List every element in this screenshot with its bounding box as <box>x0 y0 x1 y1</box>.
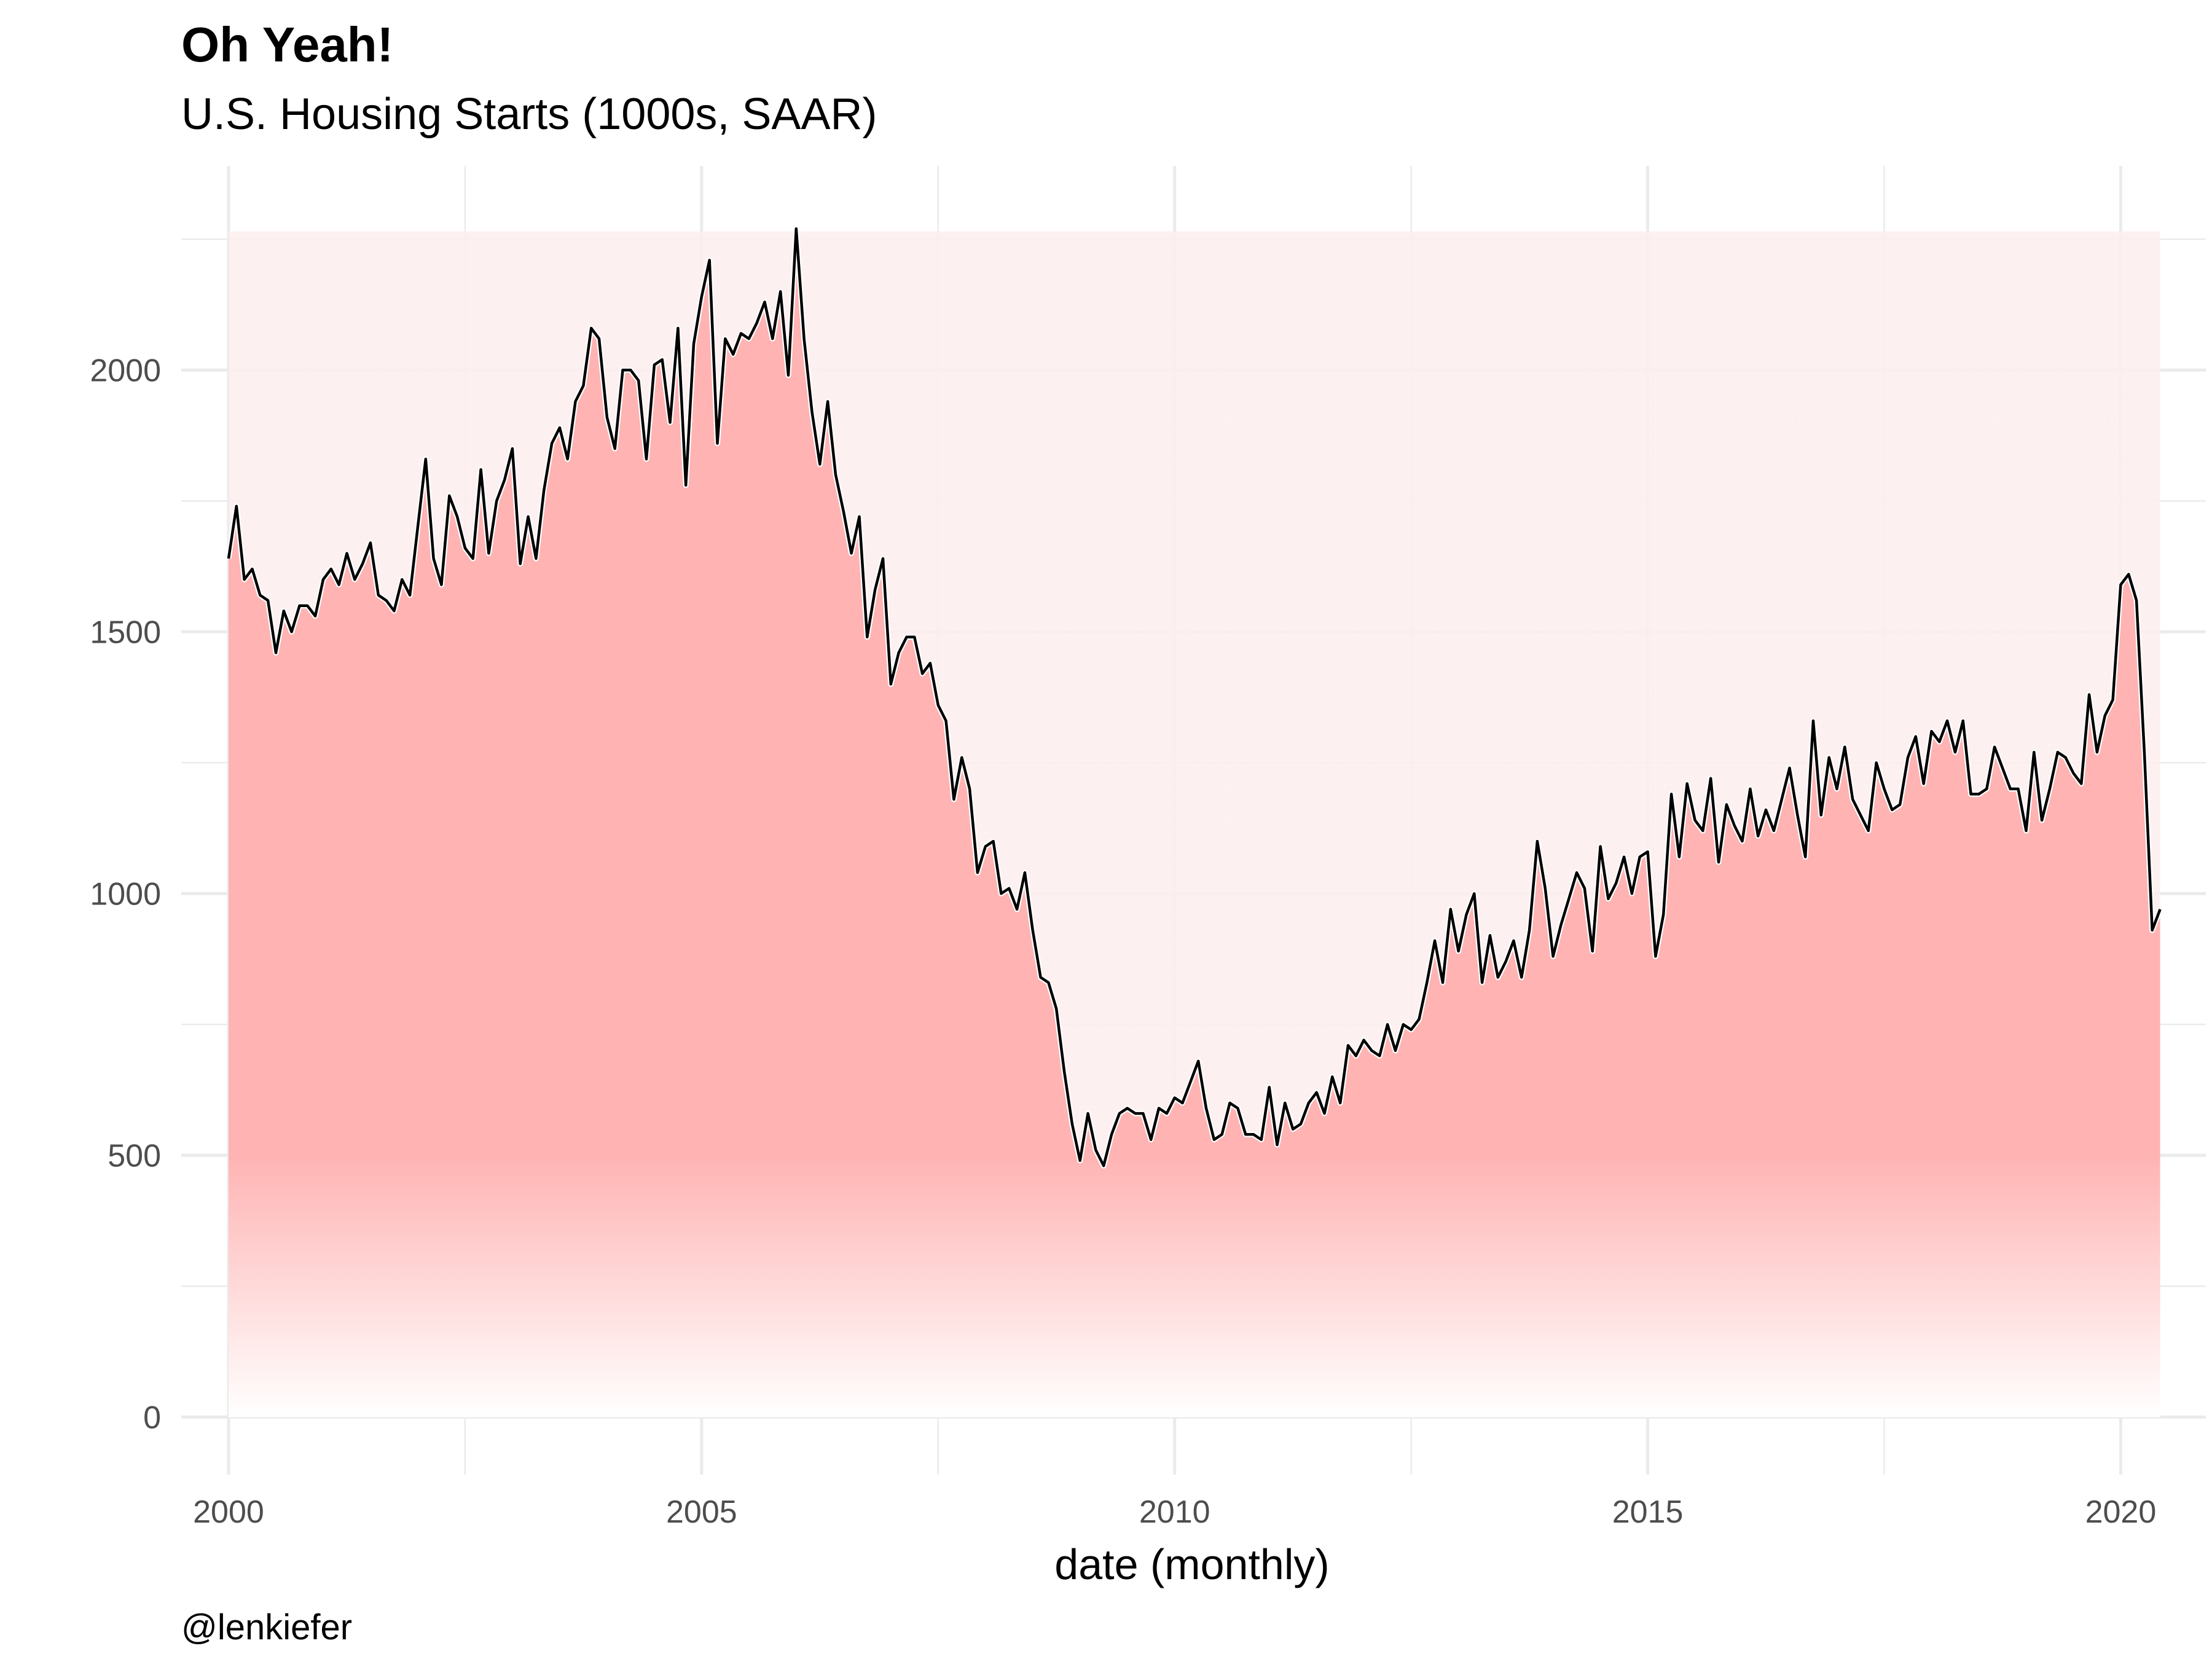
y-tick-label: 500 <box>108 1138 161 1174</box>
housing-starts-line <box>227 227 2162 1167</box>
y-tick-label: 1500 <box>90 614 161 650</box>
x-tick-label: 2000 <box>193 1494 264 1530</box>
area-layer <box>228 229 2160 1418</box>
x-tick-label: 2015 <box>1612 1494 1684 1530</box>
housing-starts-area <box>228 229 2160 1418</box>
x-tick-label: 2005 <box>666 1494 737 1530</box>
x-axis-title: date (monthly) <box>1054 1540 1329 1588</box>
tick-layer: 0 500 1000 1500 2000 2000 2005 2010 2015 2020 <box>90 353 2156 1530</box>
x-tick-label: 2020 <box>2085 1494 2157 1530</box>
x-tick-label: 2010 <box>1139 1494 1210 1530</box>
y-tick-label: 0 <box>143 1400 161 1435</box>
chart-title: Oh Yeah! <box>181 17 393 72</box>
y-tick-label: 1000 <box>90 876 161 912</box>
chart-caption: @lenkiefer <box>181 1607 352 1647</box>
y-tick-label: 2000 <box>90 353 161 388</box>
chart-subtitle: U.S. Housing Starts (1000s, SAAR) <box>181 90 877 139</box>
line-layer <box>226 226 2163 1169</box>
